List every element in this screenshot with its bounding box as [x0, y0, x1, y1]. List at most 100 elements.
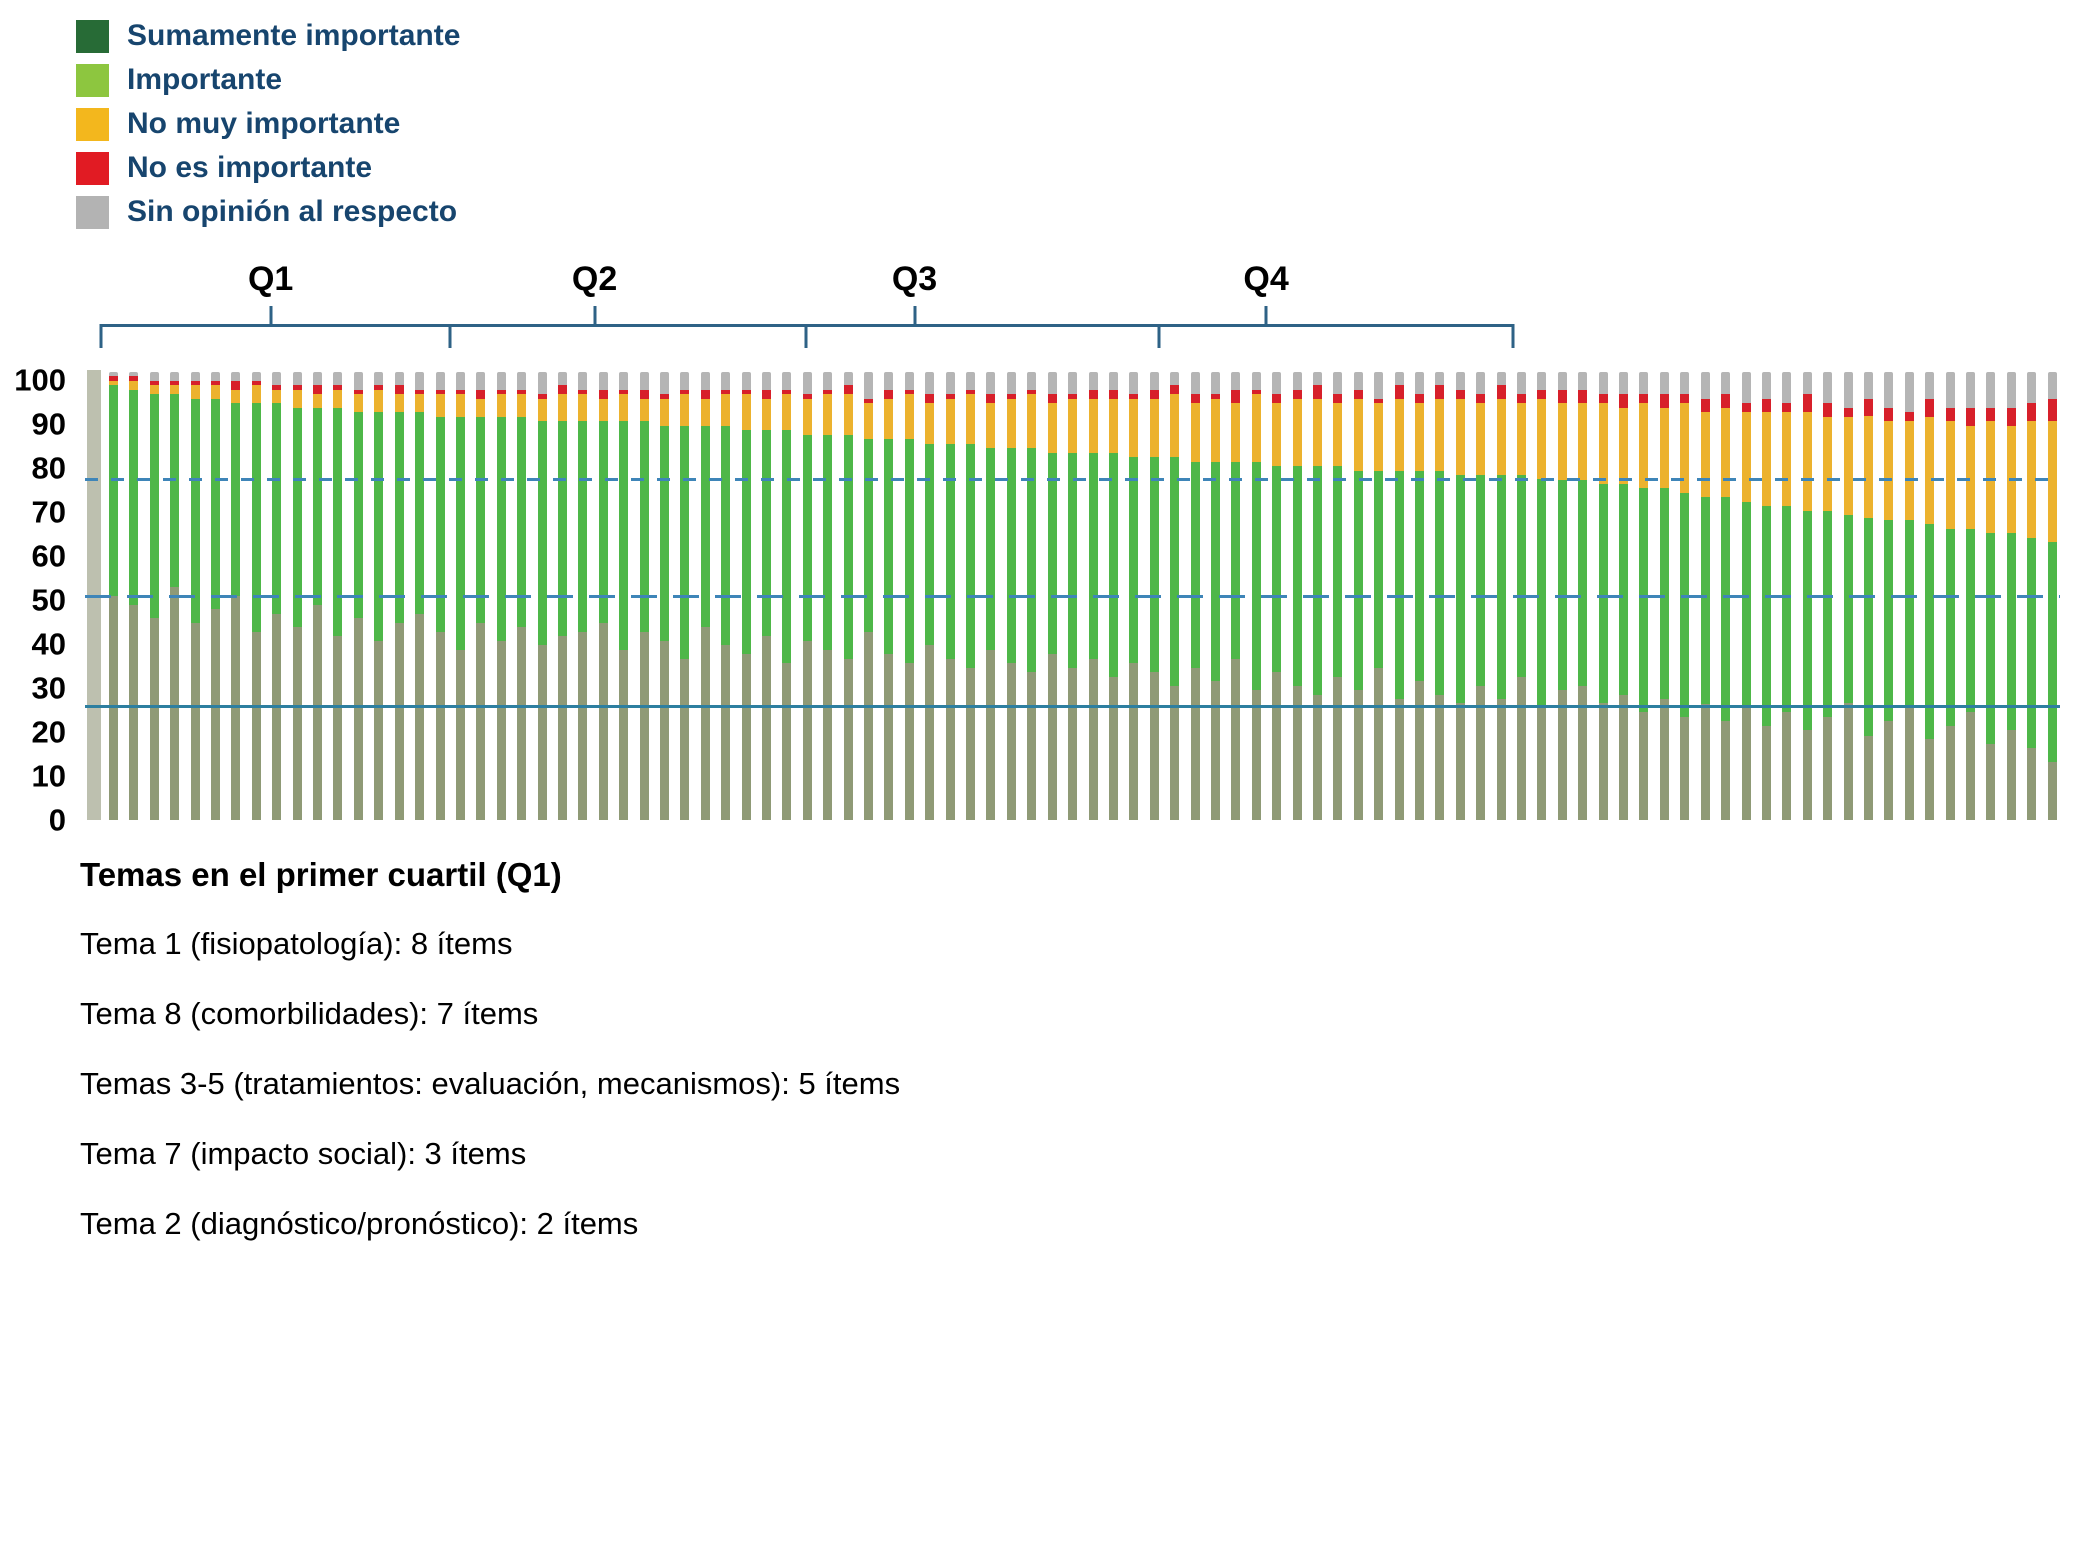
bar-segment [1659, 372, 1669, 395]
y-axis-label: 40 [31, 626, 66, 662]
bracket-tick [1511, 324, 1515, 348]
bar-segment [1619, 394, 1629, 408]
bar-segment [1170, 385, 1180, 395]
bar-segment [1415, 403, 1424, 471]
bar [231, 372, 241, 820]
bar-segment [1700, 412, 1710, 498]
bar [251, 372, 261, 820]
bar-segment [1333, 394, 1343, 404]
bar [1394, 372, 1404, 820]
bar-segment [374, 389, 384, 413]
bar-segment [1476, 403, 1486, 476]
bar-segment [1802, 372, 1812, 395]
bar-segment [741, 389, 751, 395]
bar-segment [170, 372, 180, 381]
bar-segment [231, 595, 241, 820]
bar-segment [231, 380, 241, 390]
footer-line: Tema 2 (diagnóstico/pronóstico): 2 ítems [80, 1206, 639, 1241]
bar-segment [1680, 372, 1690, 395]
bar-segment [537, 421, 547, 646]
bar-segment [251, 631, 261, 820]
bar-segment [1700, 703, 1710, 820]
bar-segment [435, 372, 445, 390]
bar-segment [1925, 739, 1935, 820]
bar-segment [1394, 398, 1404, 471]
bar-segment [864, 398, 874, 404]
bar-segment [1190, 394, 1200, 404]
bar-segment [1863, 416, 1873, 519]
bar-segment [394, 385, 404, 395]
bar-segment [435, 416, 445, 632]
y-axis-label: 70 [31, 494, 66, 530]
bar [272, 372, 282, 820]
bar-segment [272, 613, 282, 820]
bar-segment [2047, 398, 2057, 422]
bar-segment [1333, 372, 1343, 395]
bar-segment [313, 604, 323, 820]
bar-segment [1374, 403, 1384, 471]
bar [109, 372, 118, 820]
bar-segment [1578, 479, 1588, 686]
bar-segment [843, 434, 853, 659]
bar [333, 372, 343, 820]
bar-segment [1435, 694, 1445, 820]
bar [1170, 372, 1180, 820]
bar-segment [353, 389, 363, 395]
bar [1455, 372, 1465, 820]
bar-segment [619, 372, 629, 390]
bar-segment [966, 372, 976, 390]
footer-lines: Tema 1 (fisiopatología): 8 ítems Tema 8 (… [80, 926, 900, 1242]
bar-segment [1782, 712, 1792, 820]
bar-segment [1108, 676, 1118, 820]
bar [721, 372, 731, 820]
bar-segment [170, 394, 180, 587]
bar-segment [1884, 519, 1894, 722]
bar-segment [1557, 479, 1567, 691]
legend-item: No es importante [76, 146, 460, 190]
bar [1190, 372, 1200, 820]
bar-segment [1231, 403, 1241, 462]
bar-segment [1863, 372, 1873, 399]
bar-segment [557, 394, 567, 422]
bracket-tick [1264, 306, 1268, 326]
bar [966, 372, 976, 820]
bar-segment [1680, 394, 1690, 404]
bracket-tick [593, 306, 597, 326]
bar [1986, 372, 1996, 820]
bar-segment [2047, 372, 2057, 399]
bar [1659, 372, 1669, 820]
bar-segment [1333, 466, 1343, 677]
bar-segment [945, 394, 955, 399]
bar-segment [1904, 412, 1914, 422]
bar-segment [1455, 398, 1465, 476]
bar-segment [639, 631, 649, 820]
bar-segment [1741, 707, 1751, 820]
bar-segment [639, 421, 649, 632]
bar-segment [904, 394, 914, 440]
bar [1823, 372, 1833, 820]
bar [1578, 372, 1588, 820]
bar-segment [1578, 372, 1588, 390]
bracket-tick [99, 324, 103, 348]
bar [537, 372, 547, 820]
bar-segment [680, 394, 690, 426]
bar-segment [353, 618, 363, 820]
bar-segment [1088, 389, 1098, 399]
legend-swatch [76, 151, 109, 185]
bar [1435, 372, 1445, 820]
bar-segment [2006, 372, 2016, 408]
bar-segment [598, 622, 608, 820]
bar-segment [251, 372, 261, 381]
bar-segment [904, 663, 914, 820]
bar-segment [823, 434, 833, 650]
bar-segment [496, 389, 506, 395]
bar-segment [1721, 497, 1731, 722]
bar [1149, 372, 1159, 820]
quartile-label: Q3 [891, 260, 938, 298]
bar-segment [1965, 425, 1975, 529]
bar-segment [313, 394, 323, 408]
bar-segment [537, 645, 547, 820]
bar-segment [680, 372, 690, 390]
bar-segment [1312, 398, 1322, 467]
bar-segment [864, 372, 874, 399]
